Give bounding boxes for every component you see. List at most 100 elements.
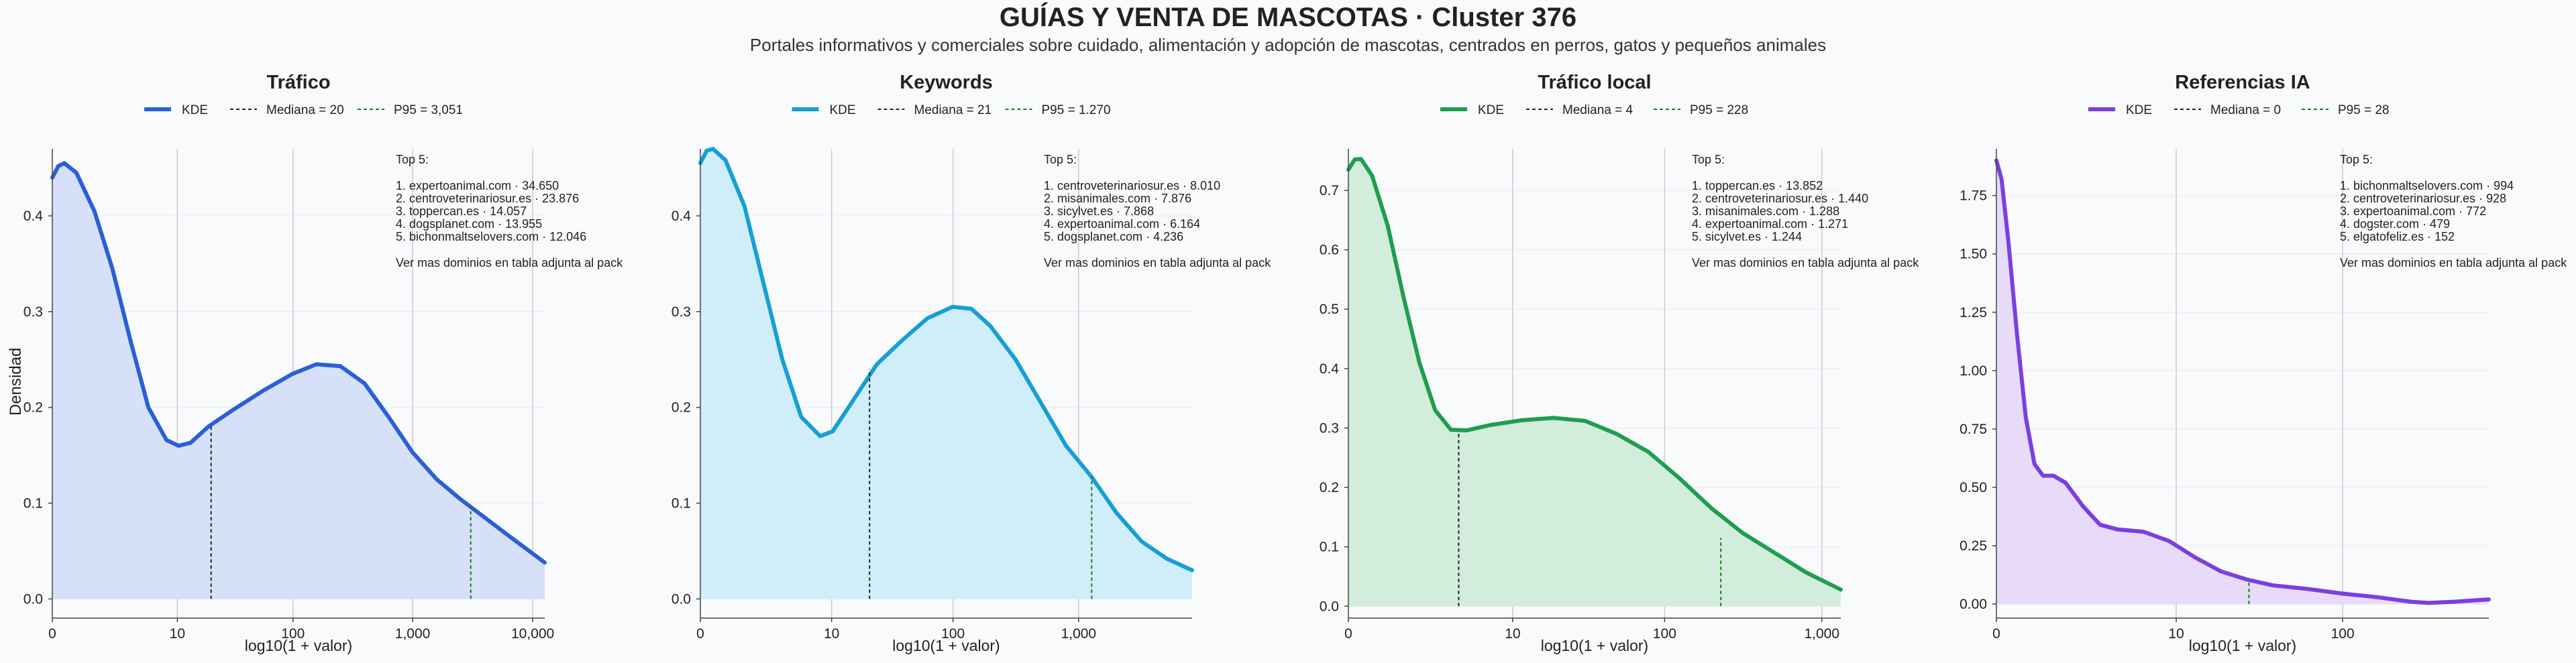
legend-kde-label: KDE <box>1478 103 1504 117</box>
x-tick-label: 1,000 <box>395 626 431 642</box>
top5-item: 1. toppercan.es · 13.852 <box>1692 179 1823 192</box>
y-tick-label: 1.00 <box>1960 363 1987 379</box>
legend-p95-label: P95 = 228 <box>1690 103 1748 117</box>
kde-line <box>1346 157 1843 592</box>
chart-panel-3: Tráfico local KDE Mediana = 4 P95 = 228 0.0 0… <box>1320 72 1919 654</box>
top5-item: 2. centroveterinariosur.es · 1.440 <box>1692 192 1868 205</box>
y-tick-label: 0.3 <box>23 304 43 320</box>
x-tick-label: 0 <box>1344 626 1352 642</box>
y-tick-label: 0.2 <box>1320 480 1339 495</box>
top5-item: 5. bichonmaltselovers.com · 12.046 <box>396 230 586 243</box>
legend-kde-label: KDE <box>182 103 208 117</box>
top5-item: 1. centroveterinariosur.es · 8.010 <box>1044 179 1220 192</box>
x-tick-label: 100 <box>1653 626 1676 642</box>
kde-area <box>1348 159 1841 607</box>
legend-p95-label: P95 = 28 <box>2338 103 2390 117</box>
y-tick-label: 0.00 <box>1960 597 1987 612</box>
y-tick-label: 0.5 <box>1320 302 1339 317</box>
top5-item: 4. dogsplanet.com · 13.955 <box>396 217 542 231</box>
top5-item: 4. dogster.com · 479 <box>2340 217 2450 231</box>
y-tick-label: 1.75 <box>1960 188 1987 204</box>
y-tick-label: 1.25 <box>1960 305 1987 320</box>
panel-title: Referencias IA <box>2175 72 2310 93</box>
top5-header: Top 5: <box>396 153 429 166</box>
x-tick-label: 1,000 <box>1804 626 1839 642</box>
top5-item: 3. sicylvet.es · 7.868 <box>1044 204 1154 218</box>
chart-panel-2: Keywords KDE Mediana = 21 P95 = 1.270 0.0 0.1… <box>672 72 1271 654</box>
top5-item: 1. expertoanimal.com · 34.650 <box>396 179 559 192</box>
legend-median-label: Mediana = 21 <box>914 103 992 117</box>
x-tick-label: 10 <box>170 626 185 642</box>
kde-area <box>52 163 545 599</box>
top5-item: 2. centroveterinariosur.es · 23.876 <box>396 192 579 205</box>
x-tick-label: 10,000 <box>511 626 554 642</box>
top5-item: 4. expertoanimal.com · 1.271 <box>1692 217 1848 231</box>
legend-p95-label: P95 = 1.270 <box>1042 103 1111 117</box>
x-tick-label: 1,000 <box>1061 626 1097 642</box>
top5-note: Ver mas dominios en tabla adjunta al pac… <box>1692 256 1919 269</box>
page-subtitle: Portales informativos y comerciales sobr… <box>749 35 1827 55</box>
top5-annotation: Top 5: 1. bichonmaltselovers.com · 9942. … <box>2340 153 2567 269</box>
x-axis-label: log10(1 + valor) <box>245 637 352 654</box>
top5-item: 2. centroveterinariosur.es · 928 <box>2340 192 2506 205</box>
y-tick-label: 1.50 <box>1960 247 1987 262</box>
y-tick-label: 0.3 <box>1320 420 1339 436</box>
top5-item: 3. misanimales.com · 1.288 <box>1692 204 1839 218</box>
legend-kde-label: KDE <box>2126 103 2152 117</box>
y-tick-label: 0.1 <box>1320 540 1339 555</box>
y-tick-label: 0.1 <box>23 496 43 511</box>
legend-median-label: Mediana = 4 <box>1562 103 1633 117</box>
legend-median-label: Mediana = 20 <box>266 103 344 117</box>
legend-kde-label: KDE <box>830 103 856 117</box>
legend: KDE Mediana = 20 P95 = 3,051 <box>144 103 463 117</box>
x-tick-label: 0 <box>48 626 56 642</box>
legend: KDE Mediana = 21 P95 = 1.270 <box>792 103 1111 117</box>
top5-item: 5. elgatofeliz.es · 152 <box>2340 230 2455 243</box>
y-tick-label: 0.2 <box>23 400 43 416</box>
y-tick-label: 0.25 <box>1960 538 1987 554</box>
x-tick-label: 10 <box>1505 626 1520 642</box>
top5-item: 5. sicylvet.es · 1.244 <box>1692 230 1802 243</box>
top5-header: Top 5: <box>2340 153 2373 166</box>
legend: KDE Mediana = 4 P95 = 228 <box>1440 103 1748 117</box>
top5-item: 3. expertoanimal.com · 772 <box>2340 204 2486 218</box>
x-tick-label: 0 <box>696 626 704 642</box>
top5-header: Top 5: <box>1692 153 1725 166</box>
y-tick-label: 0.6 <box>1320 243 1339 258</box>
legend: KDE Mediana = 0 P95 = 28 <box>2088 103 2390 117</box>
x-axis-label: log10(1 + valor) <box>892 637 1000 654</box>
kde-area <box>1996 160 2489 605</box>
x-tick-label: 10 <box>824 626 839 642</box>
y-tick-label: 0.3 <box>672 304 691 320</box>
y-tick-label: 0.1 <box>672 496 691 511</box>
y-tick-label: 0.75 <box>1960 422 1987 437</box>
x-tick-label: 100 <box>941 626 965 642</box>
y-tick-label: 0.4 <box>1320 361 1340 377</box>
y-tick-label: 0.0 <box>23 591 43 607</box>
y-tick-label: 0.4 <box>23 208 44 224</box>
x-tick-label: 10 <box>2168 626 2184 642</box>
y-tick-label: 0.50 <box>1960 480 1987 495</box>
panel-title: Tráfico <box>266 72 330 93</box>
top5-item: 2. misanimales.com · 7.876 <box>1044 192 1191 205</box>
kde-line <box>1994 158 2491 605</box>
kde-line <box>50 161 547 565</box>
chart-panel-4: Referencias IA KDE Mediana = 0 P95 = 28 0.00… <box>1960 72 2567 654</box>
x-axis-label: log10(1 + valor) <box>1541 637 1648 654</box>
legend-median-label: Mediana = 0 <box>2210 103 2281 117</box>
x-axis-label: log10(1 + valor) <box>2189 637 2296 654</box>
top5-header: Top 5: <box>1044 153 1077 166</box>
top5-note: Ver mas dominios en tabla adjunta al pac… <box>1044 256 1271 269</box>
top5-item: 1. bichonmaltselovers.com · 994 <box>2340 179 2514 192</box>
x-tick-label: 100 <box>281 626 305 642</box>
chart-panel-1: Tráfico KDE Mediana = 20 P95 = 3,051 0.0 0.1 0… <box>23 72 623 654</box>
top5-note: Ver mas dominios en tabla adjunta al pac… <box>396 256 623 269</box>
y-tick-label: 0.0 <box>1320 599 1339 614</box>
panel-title: Tráfico local <box>1538 72 1651 93</box>
y-tick-label: 0.4 <box>672 208 692 224</box>
legend-p95-label: P95 = 3,051 <box>394 103 463 117</box>
